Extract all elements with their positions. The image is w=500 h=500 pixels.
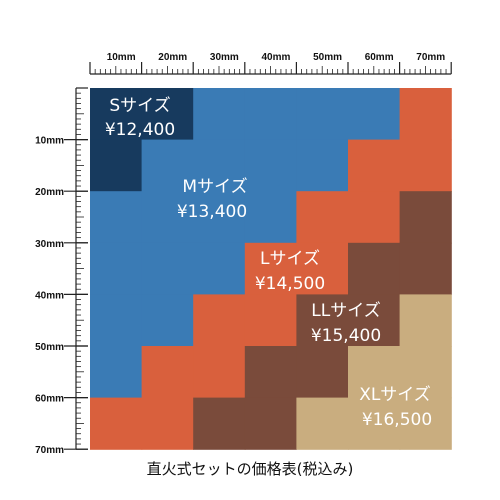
- grid-cell-m: [244, 139, 297, 192]
- grid-cell-l: [90, 397, 143, 450]
- top-ruler-label: 40mm: [261, 52, 290, 63]
- grid-cell-l: [244, 294, 297, 347]
- grid-cell-s: [90, 139, 143, 192]
- grid-cell-m: [296, 88, 349, 141]
- grid-cell-m: [141, 294, 194, 347]
- size-l-price: ¥14,500: [255, 274, 325, 294]
- grid-cell-m: [90, 294, 143, 347]
- grid-cell-m: [296, 139, 349, 192]
- grid-cell-m: [90, 242, 143, 295]
- grid-cell-ll: [193, 397, 246, 450]
- chart-caption: 直火式セットの価格表(税込み): [146, 460, 354, 478]
- grid-cell-xl: [399, 397, 452, 450]
- top-ruler-label: 30mm: [210, 52, 239, 63]
- grid-cell-m: [193, 191, 246, 244]
- grid-cell-l: [348, 191, 401, 244]
- grid-cell-m: [141, 139, 194, 192]
- grid-cell-l: [141, 346, 194, 399]
- grid-cell-l: [348, 139, 401, 192]
- grid-cell-xl: [399, 346, 452, 399]
- size-ll-price: ¥15,400: [311, 326, 381, 346]
- top-ruler-label: 50mm: [313, 52, 342, 63]
- price-grid: [90, 88, 452, 450]
- left-ruler-label: 40mm: [35, 290, 64, 301]
- grid-cell-ll: [399, 191, 452, 244]
- top-ruler-label: 60mm: [365, 52, 394, 63]
- left-ruler-label: 70mm: [35, 445, 64, 456]
- grid-cell-s: [90, 88, 143, 141]
- grid-cell-xl: [399, 294, 452, 347]
- grid-cell-ll: [348, 242, 401, 295]
- grid-cell-l: [399, 88, 452, 141]
- grid-cell-m: [141, 191, 194, 244]
- size-xl-name: XLサイズ: [359, 385, 431, 405]
- grid-cell-l: [399, 139, 452, 192]
- left-ruler-label: 50mm: [35, 342, 64, 353]
- size-s-price: ¥12,400: [105, 120, 175, 140]
- grid-cell-l: [296, 191, 349, 244]
- grid-cell-l: [193, 346, 246, 399]
- grid-cell-l: [193, 294, 246, 347]
- size-m-name: Mサイズ: [182, 177, 247, 197]
- grid-cell-xl: [348, 397, 401, 450]
- size-s-name: Sサイズ: [109, 96, 170, 116]
- grid-cell-ll: [399, 242, 452, 295]
- grid-cell-s: [141, 88, 194, 141]
- grid-cell-m: [90, 346, 143, 399]
- size-l-name: Lサイズ: [260, 249, 320, 269]
- left-ruler-label: 60mm: [35, 394, 64, 405]
- grid-cell-l: [296, 242, 349, 295]
- grid-cell-xl: [296, 397, 349, 450]
- grid-cell-ll: [244, 346, 297, 399]
- top-ruler-label: 10mm: [107, 52, 136, 63]
- grid-cell-m: [348, 88, 401, 141]
- size-xl-price: ¥16,500: [362, 410, 432, 430]
- left-ruler-label: 10mm: [35, 136, 64, 147]
- ruler: 10mm 20mm 30mm 40mm 50mm 60mm 70mm 10mm 20mm 30mm…: [35, 52, 452, 456]
- grid-cell-ll: [296, 294, 349, 347]
- size-m-price: ¥13,400: [177, 202, 247, 222]
- grid-cell-m: [193, 88, 246, 141]
- grid-cell-ll: [296, 346, 349, 399]
- top-ruler-label: 70mm: [416, 52, 445, 63]
- left-ruler-label: 30mm: [35, 239, 64, 250]
- grid-cell-m: [141, 242, 194, 295]
- grid-cell-m: [193, 242, 246, 295]
- size-ll-name: LLサイズ: [311, 301, 380, 321]
- left-ruler-label: 20mm: [35, 187, 64, 198]
- grid-cell-m: [244, 191, 297, 244]
- grid-cell-m: [193, 139, 246, 192]
- top-ruler-label: 20mm: [158, 52, 187, 63]
- grid-cell-l: [141, 397, 194, 450]
- grid-cell-m: [90, 191, 143, 244]
- grid-cell-m: [244, 88, 297, 141]
- grid-cell-ll: [244, 397, 297, 450]
- grid-cell-ll: [348, 294, 401, 347]
- grid-cell-xl: [348, 346, 401, 399]
- grid-cell-l: [244, 242, 297, 295]
